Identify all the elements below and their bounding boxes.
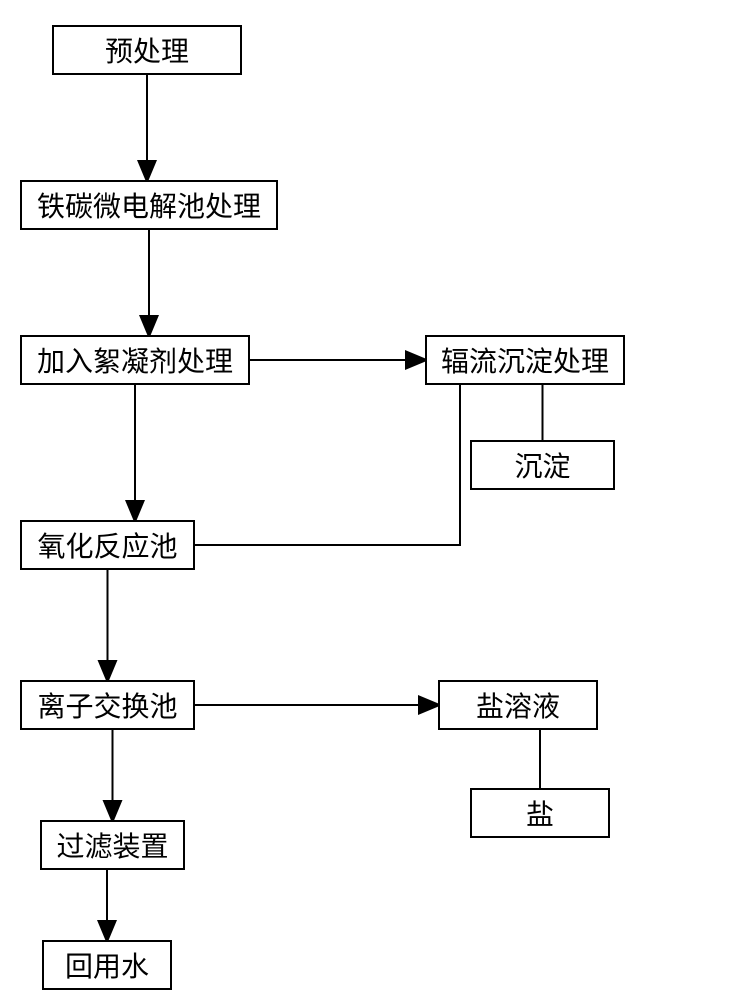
node-filter: 过滤装置: [40, 820, 185, 870]
node-label: 回用水: [65, 945, 149, 985]
node-pretreatment: 预处理: [52, 25, 242, 75]
node-salt-solution: 盐溶液: [438, 680, 598, 730]
node-iron-carbon: 铁碳微电解池处理: [20, 180, 278, 230]
flowchart-canvas: 预处理 铁碳微电解池处理 加入絮凝剂处理 辐流沉淀处理 沉淀 氧化反应池 离子交…: [0, 0, 749, 1000]
node-label: 沉淀: [514, 445, 570, 485]
node-sediment: 沉淀: [470, 440, 615, 490]
node-label: 离子交换池: [37, 685, 177, 725]
node-label: 加入絮凝剂处理: [37, 340, 233, 380]
node-label: 铁碳微电解池处理: [37, 185, 261, 225]
node-label: 盐溶液: [476, 685, 560, 725]
node-salt: 盐: [470, 788, 610, 838]
node-flocculant: 加入絮凝剂处理: [20, 335, 250, 385]
node-label: 辐流沉淀处理: [441, 340, 609, 380]
node-oxidation: 氧化反应池: [20, 520, 195, 570]
node-label: 过滤装置: [56, 825, 168, 865]
node-ion-exchange: 离子交换池: [20, 680, 195, 730]
node-label: 预处理: [105, 30, 189, 70]
node-label: 氧化反应池: [37, 525, 177, 565]
node-radial-sedimentation: 辐流沉淀处理: [425, 335, 625, 385]
node-reuse-water: 回用水: [42, 940, 172, 990]
node-label: 盐: [526, 793, 554, 833]
